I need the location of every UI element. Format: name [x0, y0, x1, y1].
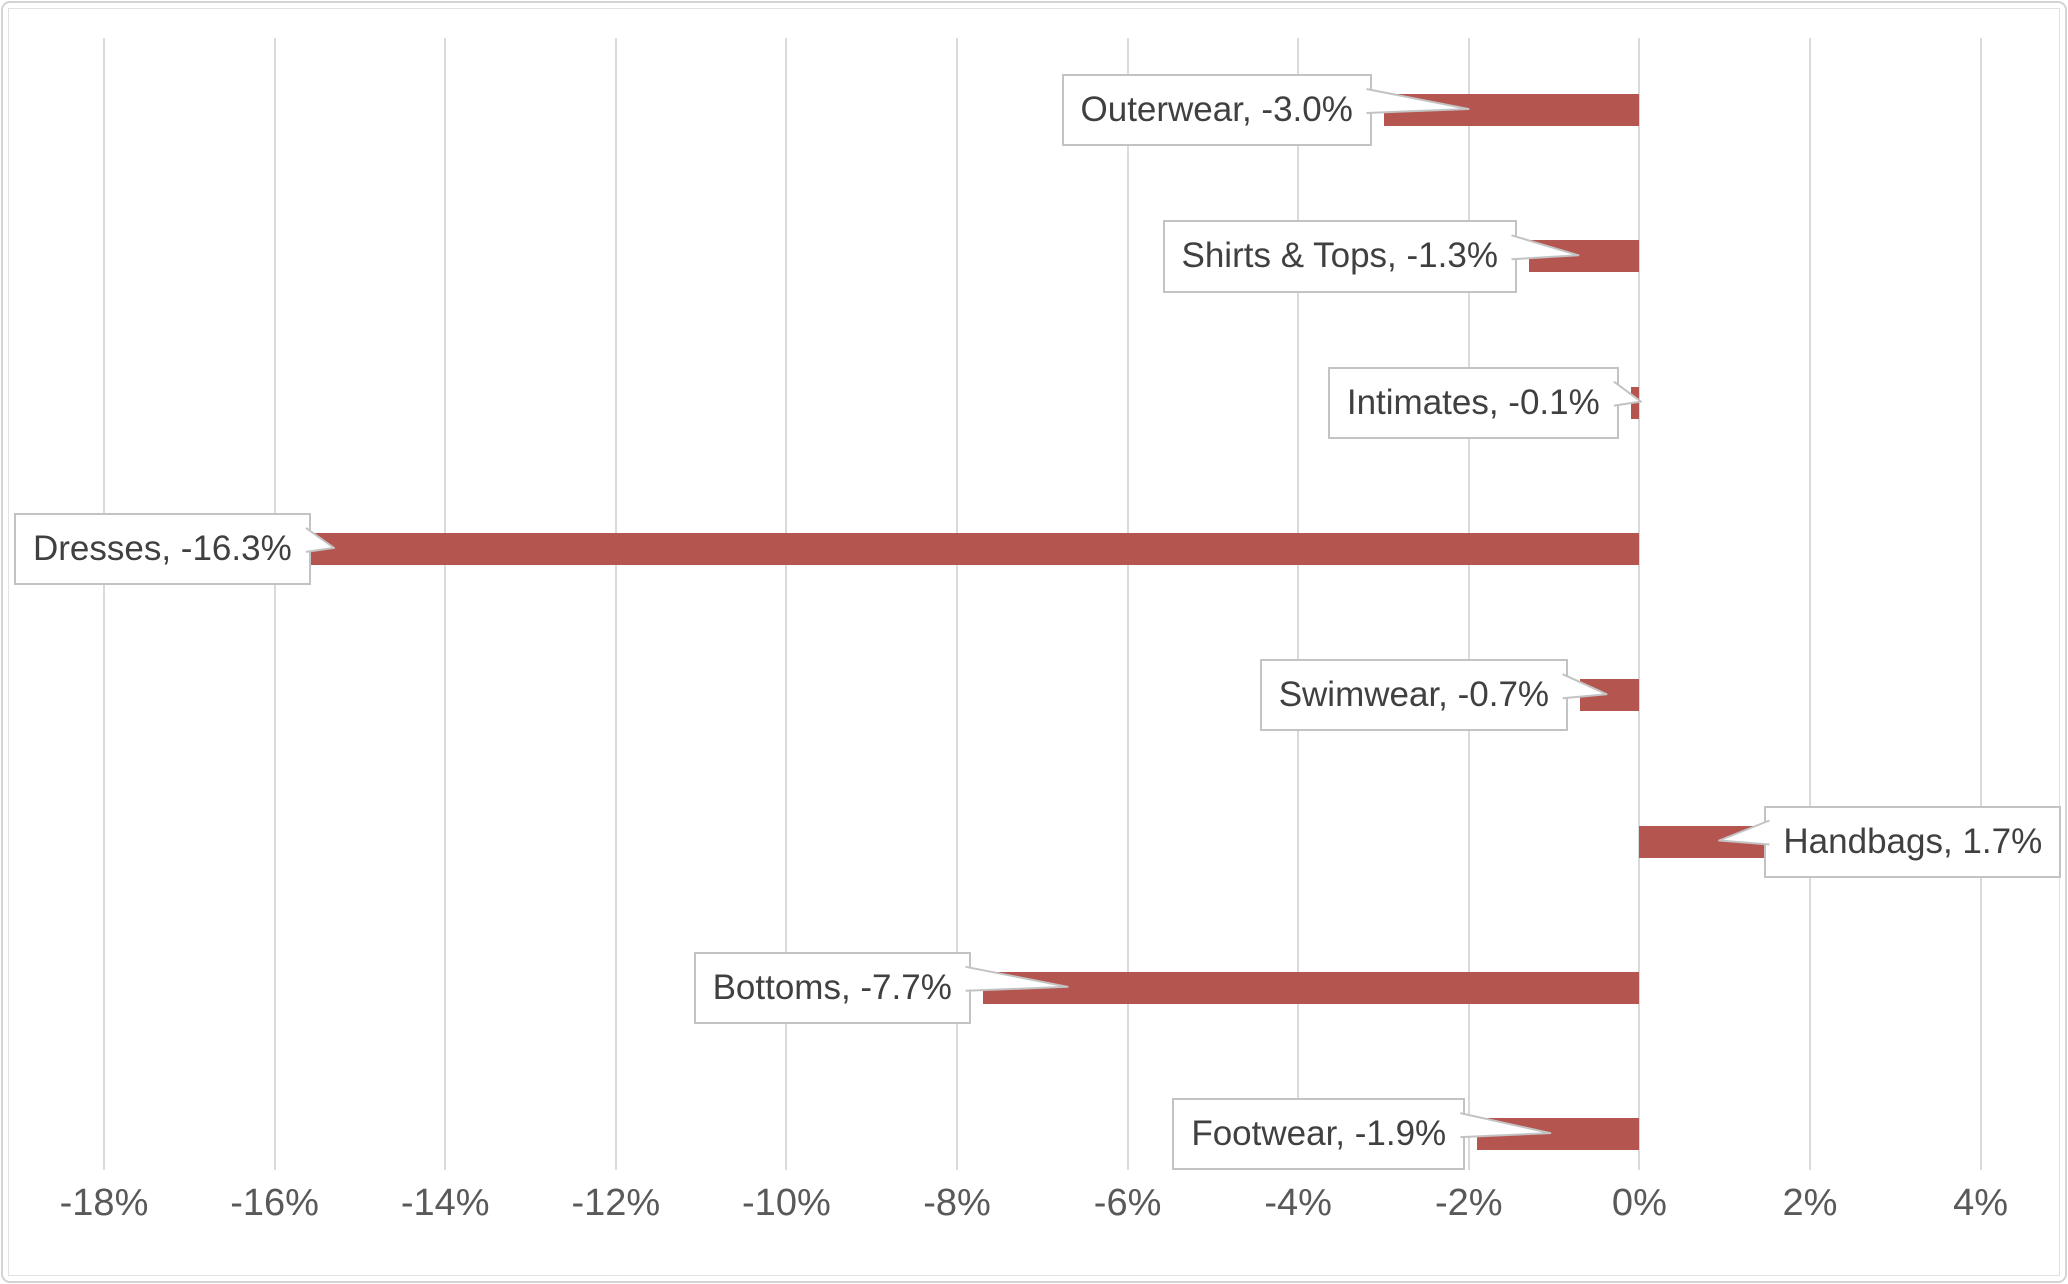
gridline [103, 38, 105, 1170]
data-callout-text: Swimwear, -0.7% [1278, 675, 1550, 715]
bar-shirts-tops [1528, 240, 1640, 273]
x-tick-label: -2% [1435, 1182, 1503, 1224]
gridline [1297, 38, 1300, 1170]
bar-bottoms [982, 971, 1640, 1004]
x-tick-label: -10% [742, 1182, 831, 1224]
bar-handbags [1639, 825, 1785, 858]
gridline [956, 38, 958, 1170]
gridline [1467, 38, 1470, 1170]
bar-dresses [249, 532, 1640, 565]
data-callout-bottoms: Bottoms, -7.7% [693, 951, 971, 1025]
data-callout-text: Handbags, 1.7% [1783, 821, 2043, 861]
data-callout-outerwear: Outerwear, -3.0% [1061, 74, 1372, 147]
x-tick-label: 2% [1782, 1182, 1838, 1224]
data-callout-shirts-tops: Shirts & Tops, -1.3% [1162, 220, 1517, 293]
data-callout-text: Outerwear, -3.0% [1080, 90, 1353, 129]
data-callout-footwear: Footwear, -1.9% [1172, 1098, 1466, 1171]
x-tick-label: -4% [1264, 1182, 1332, 1224]
x-tick-label: 0% [1611, 1182, 1667, 1224]
gridline [444, 38, 447, 1170]
data-callout-dresses: Dresses, -16.3% [14, 512, 311, 586]
gridline [785, 38, 788, 1170]
data-callout-swimwear: Swimwear, -0.7% [1259, 659, 1569, 732]
bar-outerwear [1383, 94, 1640, 126]
data-callout-intimates: Intimates, -0.1% [1327, 366, 1619, 439]
x-tick-label: -14% [400, 1182, 490, 1224]
data-callout-text: Dresses, -16.3% [33, 528, 292, 568]
gridline [1809, 38, 1811, 1170]
x-tick-label: -8% [923, 1182, 991, 1224]
x-tick-label: -12% [571, 1182, 661, 1224]
gridline [614, 38, 617, 1170]
data-callout-text: Intimates, -0.1% [1346, 382, 1600, 422]
data-callout-handbags: Handbags, 1.7% [1764, 805, 2062, 878]
gridline [1638, 38, 1641, 1170]
gridline [1979, 38, 1982, 1170]
x-tick-label: 4% [1953, 1182, 2009, 1224]
gridline [273, 38, 276, 1170]
bar-footwear [1477, 1118, 1640, 1151]
bar-intimates [1630, 386, 1640, 419]
x-tick-label: -18% [59, 1182, 149, 1224]
x-tick-label: -16% [230, 1182, 319, 1224]
data-callout-text: Bottoms, -7.7% [712, 967, 952, 1007]
gridline [1126, 38, 1129, 1170]
bar-swimwear [1579, 679, 1640, 712]
x-tick-label: -6% [1093, 1182, 1162, 1224]
data-callout-text: Footwear, -1.9% [1191, 1114, 1447, 1154]
data-callout-text: Shirts & Tops, -1.3% [1181, 236, 1498, 276]
